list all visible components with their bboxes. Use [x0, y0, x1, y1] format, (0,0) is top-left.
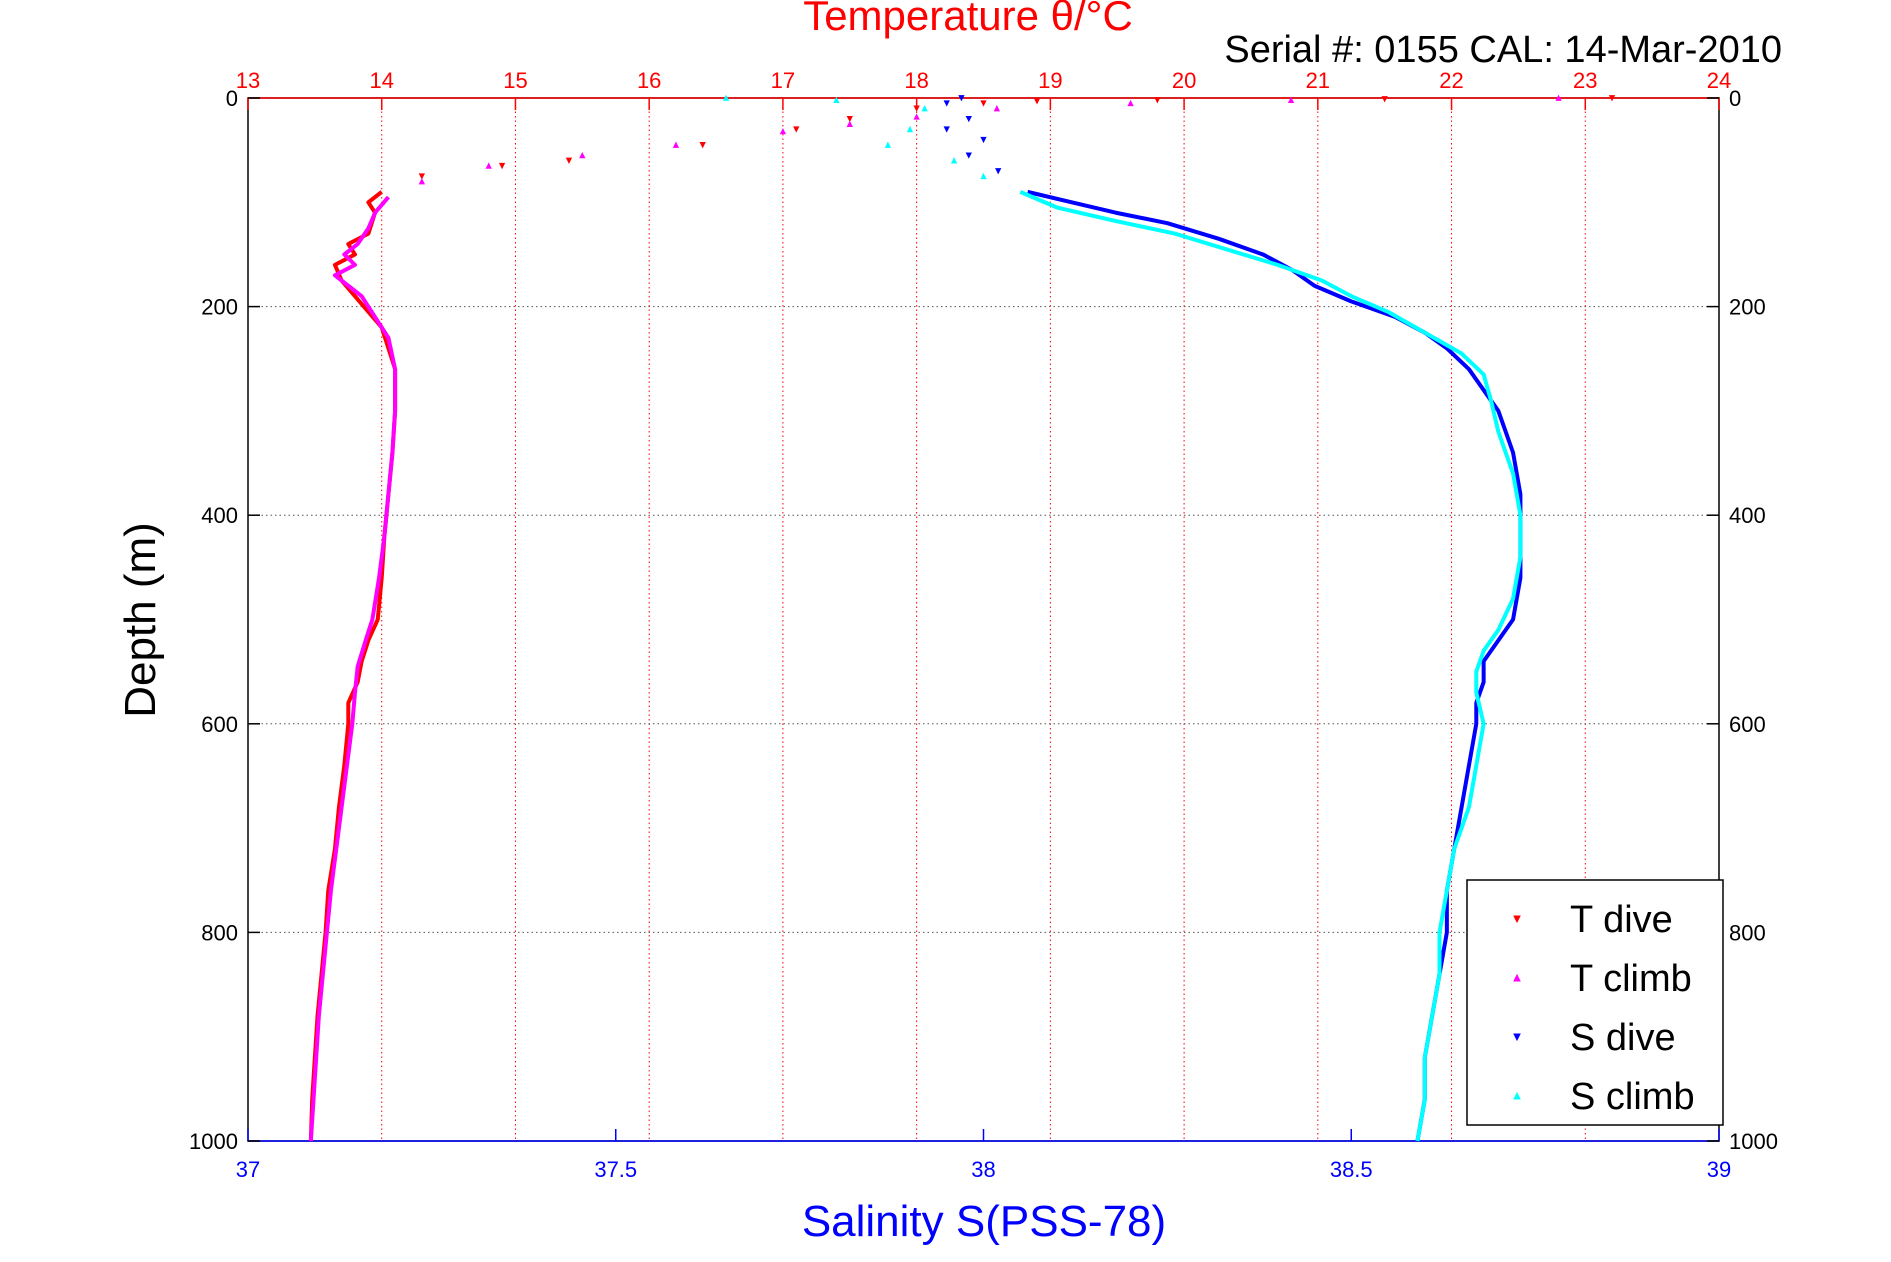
data-point: [565, 157, 573, 164]
legend-label: T climb: [1570, 958, 1692, 1000]
data-point: [913, 113, 920, 120]
tick-label-salinity: 38.5: [1330, 1157, 1373, 1182]
chart-subtitle: Serial #: 0155 CAL: 14-Mar-2010: [1224, 29, 1782, 71]
tick-label-depth-right: 600: [1729, 712, 1766, 737]
tick-label-depth-right: 0: [1729, 86, 1741, 111]
series-layer: [308, 94, 1616, 1142]
data-point: [485, 162, 492, 169]
chart-title: Temperature θ/°C: [803, 0, 1133, 39]
tick-label-salinity: 37.5: [594, 1157, 637, 1182]
tick-label-temperature: 24: [1707, 68, 1731, 93]
series-line: [1019, 190, 1523, 1142]
data-point: [980, 100, 987, 107]
tick-label-temperature: 13: [236, 68, 260, 93]
tick-label-temperature: 23: [1573, 68, 1597, 93]
data-point: [779, 127, 787, 135]
tick-label-depth-right: 800: [1729, 920, 1766, 945]
tick-label-salinity: 39: [1707, 1157, 1731, 1182]
data-point: [1555, 94, 1562, 101]
tick-label-temperature: 19: [1038, 68, 1062, 93]
tick-label-depth-left: 400: [201, 503, 238, 528]
data-point: [418, 178, 425, 185]
data-point: [699, 142, 706, 149]
legend-box: [1466, 879, 1724, 1126]
legend-marker: [1513, 915, 1521, 924]
data-point: [498, 162, 506, 170]
legend-label: S climb: [1570, 1076, 1695, 1118]
data-point: [1154, 97, 1161, 104]
y-axis-label: Depth (m): [116, 522, 165, 718]
data-point: [846, 120, 853, 127]
series-line: [308, 195, 398, 1142]
tick-label-depth-left: 0: [226, 86, 238, 111]
data-point: [980, 172, 987, 180]
data-point: [1608, 95, 1616, 102]
data-point: [921, 105, 928, 112]
legend-label: S dive: [1570, 1017, 1676, 1059]
tick-label-depth-left: 1000: [189, 1129, 238, 1154]
legend-label: T dive: [1570, 899, 1673, 941]
tick-label-temperature: 20: [1172, 68, 1196, 93]
data-point: [672, 141, 680, 148]
x-axis-label: Salinity S(PSS-78): [802, 1197, 1166, 1246]
axis-ticks: 13 14 15 16 17 18 19 20 21 22 23 24 37 37.5 38 38.5 39 0 0…: [189, 68, 1778, 1182]
legend: T dive T climb S dive S climb: [1466, 879, 1724, 1126]
data-point: [722, 94, 730, 101]
series-t-dive: [308, 95, 1616, 1142]
data-point: [965, 152, 972, 159]
tick-label-temperature: 15: [503, 68, 527, 93]
series-line: [1027, 189, 1523, 1142]
data-point: [913, 105, 920, 112]
tick-label-depth-right: 400: [1729, 503, 1766, 528]
data-point: [965, 115, 972, 123]
legend-marker: [1513, 1033, 1521, 1042]
data-point: [846, 115, 853, 123]
tick-label-salinity: 38: [971, 1157, 995, 1182]
data-point: [1127, 99, 1134, 107]
data-point: [1287, 96, 1295, 103]
data-point: [793, 126, 800, 133]
data-point: [1381, 96, 1388, 103]
tick-label-depth-left: 200: [201, 295, 238, 320]
series-line: [308, 190, 398, 1142]
tick-label-temperature: 14: [369, 68, 393, 93]
data-point: [884, 141, 892, 148]
series-t-climb: [308, 94, 1562, 1142]
data-point: [579, 151, 586, 159]
data-point: [943, 126, 950, 133]
tick-label-temperature: 16: [637, 68, 661, 93]
data-point: [950, 157, 958, 164]
series-s-climb: [722, 94, 1523, 1142]
tick-label-temperature: 22: [1439, 68, 1463, 93]
data-point: [980, 136, 987, 144]
tick-label-depth-right: 1000: [1729, 1129, 1778, 1154]
tick-label-temperature: 18: [904, 68, 928, 93]
data-point: [833, 96, 840, 103]
tick-label-depth-left: 800: [201, 920, 238, 945]
data-point: [418, 173, 425, 180]
tick-label-depth-left: 600: [201, 712, 238, 737]
tick-label-depth-right: 200: [1729, 295, 1766, 320]
data-point: [993, 105, 1001, 112]
data-point: [906, 125, 914, 133]
tick-label-temperature: 17: [771, 68, 795, 93]
data-point: [943, 100, 950, 107]
data-point: [1033, 98, 1041, 105]
tick-label-salinity: 37: [236, 1157, 260, 1182]
tick-label-temperature: 21: [1306, 68, 1330, 93]
data-point: [995, 168, 1002, 175]
data-point: [958, 95, 965, 102]
legend-marker: [1513, 973, 1521, 982]
legend-marker: [1513, 1091, 1521, 1100]
